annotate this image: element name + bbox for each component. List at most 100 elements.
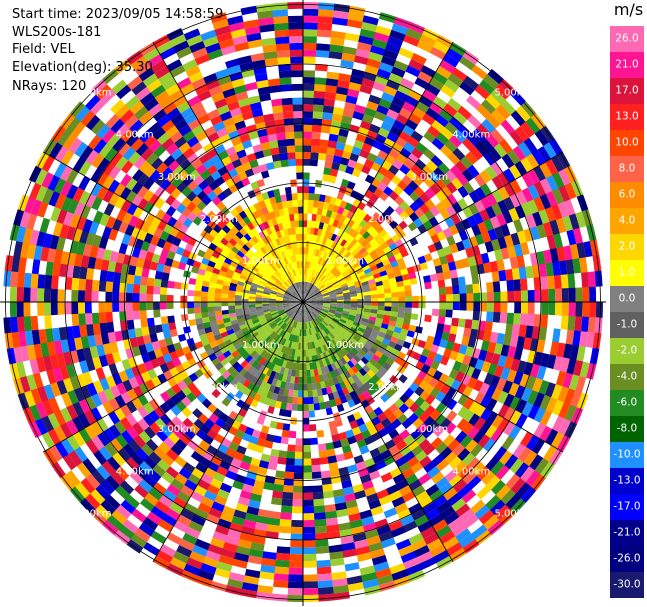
range-gate: [345, 137, 356, 147]
range-gate: [280, 436, 289, 445]
range-gate: [319, 139, 329, 148]
range-gate: [400, 41, 418, 54]
range-gate: [375, 133, 387, 145]
range-gate: [354, 264, 363, 272]
range-gate: [347, 159, 357, 169]
range-gate: [376, 285, 384, 291]
range-gate: [378, 62, 394, 73]
range-gate: [586, 224, 597, 242]
range-gate: [540, 236, 550, 252]
range-gate: [309, 172, 317, 180]
range-gate: [443, 103, 458, 117]
range-gate: [207, 301, 215, 307]
range-gate: [459, 293, 467, 303]
range-gate: [427, 227, 437, 238]
range-gate: [523, 362, 534, 377]
range-gate: [340, 59, 355, 69]
range-gate: [509, 396, 521, 411]
range-gate: [491, 175, 504, 190]
range-gate: [352, 61, 367, 72]
range-gate: [545, 191, 558, 208]
range-gate: [288, 567, 303, 575]
range-gate: [513, 313, 521, 326]
range-gate: [507, 345, 517, 359]
range-gate: [16, 301, 24, 317]
range-gate: [359, 274, 367, 281]
range-gate: [292, 390, 299, 398]
range-gate: [341, 287, 350, 292]
range-gate: [293, 465, 303, 473]
range-gate: [309, 302, 317, 305]
range-gate: [396, 280, 404, 288]
range-gate: [358, 257, 366, 265]
range-gate: [465, 247, 475, 259]
range-gate: [303, 138, 312, 146]
range-gate: [307, 275, 311, 283]
range-gate: [304, 288, 308, 296]
range-gate: [532, 377, 543, 393]
range-gate: [336, 307, 344, 311]
range-gate: [418, 240, 428, 250]
range-gate: [126, 273, 135, 285]
range-gate: [496, 332, 505, 345]
range-gate: [342, 108, 355, 118]
range-gate: [359, 84, 373, 95]
range-gate: [315, 292, 322, 297]
range-gate: [303, 8, 319, 17]
range-gate: [306, 290, 311, 297]
range-gate: [194, 290, 202, 297]
range-gate: [359, 120, 372, 131]
range-gate: [533, 392, 545, 408]
range-gate: [509, 256, 519, 270]
range-gate: [318, 283, 325, 290]
range-gate: [350, 307, 358, 311]
range-gate: [337, 276, 345, 282]
range-gate: [304, 261, 308, 269]
range-gate: [380, 121, 394, 133]
range-gate: [221, 297, 229, 302]
range-gate: [333, 270, 341, 277]
range-gate: [332, 281, 340, 287]
range-gate: [588, 302, 597, 318]
range-gate: [585, 331, 595, 349]
range-gate: [314, 70, 328, 79]
range-gate: [373, 257, 383, 265]
range-gate: [71, 313, 80, 327]
range-gate: [471, 274, 480, 285]
range-gate: [480, 99, 497, 115]
range-gate: [556, 246, 566, 262]
range-gate: [371, 298, 379, 303]
range-gate: [326, 147, 336, 156]
range-gate: [398, 262, 407, 271]
range-gate: [200, 301, 208, 308]
range-gate: [444, 139, 458, 153]
range-gate: [318, 9, 335, 18]
range-gate: [325, 85, 338, 94]
range-gate: [377, 18, 395, 30]
range-gate: [564, 182, 577, 200]
range-gate: [452, 232, 463, 244]
range-gate: [303, 288, 305, 296]
range-gate: [363, 311, 371, 317]
range-gate: [292, 492, 303, 500]
range-gate: [557, 201, 569, 219]
range-gate: [306, 275, 309, 282]
range-gate: [540, 314, 549, 329]
range-gate: [567, 273, 576, 289]
range-gate: [303, 199, 309, 207]
range-gate: [487, 228, 498, 242]
range-gate: [395, 153, 408, 165]
range-gate: [323, 428, 332, 437]
range-gate: [287, 581, 303, 589]
range-gate: [487, 341, 497, 354]
range-gate: [545, 397, 558, 414]
range-gate: [377, 181, 388, 192]
range-gate: [364, 294, 372, 299]
range-gate: [442, 54, 460, 68]
range-gate: [539, 394, 552, 411]
range-gate: [187, 295, 195, 302]
range-gate: [321, 483, 333, 492]
range-gate: [105, 291, 113, 302]
range-gate: [315, 173, 324, 181]
range-gate: [563, 388, 576, 406]
